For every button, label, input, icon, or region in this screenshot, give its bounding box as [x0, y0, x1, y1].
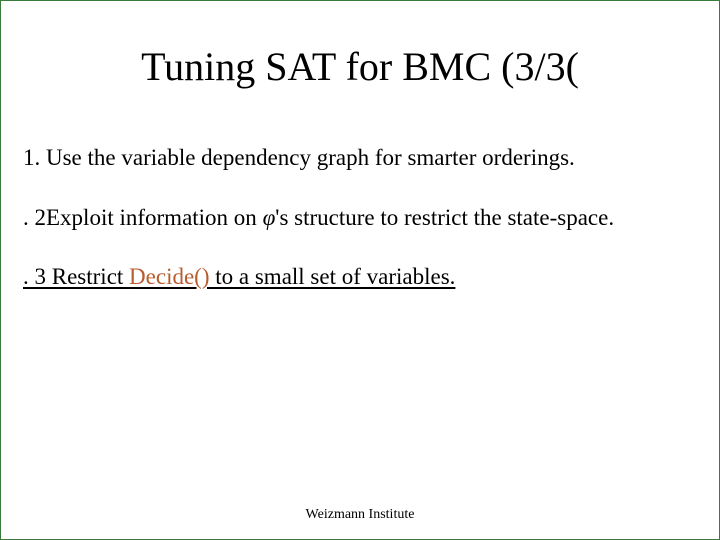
decide-fn: Decide() [129, 264, 209, 289]
bullet-2: . 2Exploit information on φ's structure … [23, 204, 701, 232]
bullet-2-suffix: 's structure to restrict the state-space… [275, 205, 614, 230]
bullet-3: . 3 Restrict Decide() to a small set of … [23, 263, 701, 291]
bullet-1: 1. Use the variable dependency graph for… [23, 144, 701, 172]
bullet-3-prefix: . 3 Restrict [23, 264, 129, 289]
bullet-3-underline: . 3 Restrict Decide() to a small set of … [23, 264, 455, 289]
bullet-2-prefix: . 2Exploit information on [23, 205, 263, 230]
slide-body: 1. Use the variable dependency graph for… [1, 144, 719, 291]
slide-title: Tuning SAT for BMC (3/3( [1, 43, 719, 90]
footer-text: Weizmann Institute [1, 507, 719, 523]
slide-frame: Tuning SAT for BMC (3/3( 1. Use the vari… [0, 0, 720, 540]
phi-symbol: φ [263, 205, 276, 230]
bullet-3-suffix: to a small set of variables. [210, 264, 456, 289]
